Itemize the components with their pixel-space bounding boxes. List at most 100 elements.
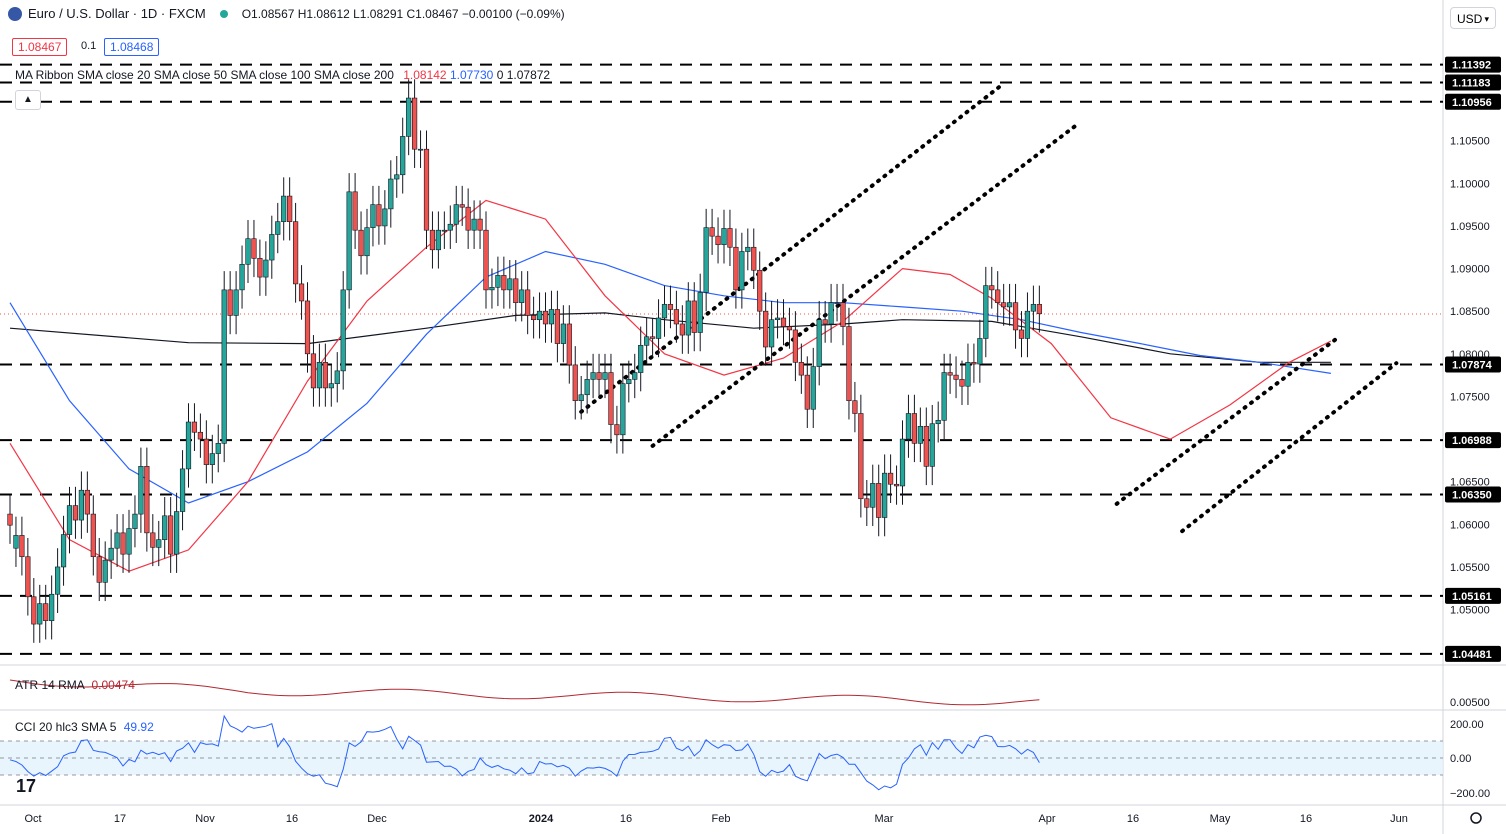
ma-ribbon-legend[interactable]: MA Ribbon SMA close 20 SMA close 50 SMA … <box>15 68 550 82</box>
candle-body <box>281 195 287 222</box>
symbol-title[interactable]: Euro / U.S. Dollar · 1D · FXCM <box>28 6 206 21</box>
candle-body <box>227 289 233 316</box>
candle-body <box>1006 302 1013 308</box>
level-price-label: 1.06350 <box>1452 489 1492 501</box>
candle-body <box>120 532 126 555</box>
candle-body <box>435 229 442 251</box>
candle-body <box>102 559 108 583</box>
candle-body <box>37 603 43 625</box>
time-tick-label: Feb <box>712 813 731 825</box>
tradingview-logo-icon: 17 <box>16 776 37 796</box>
candle-body <box>959 379 965 387</box>
candle-body <box>43 603 49 621</box>
level-price-label: 1.07874 <box>1452 360 1493 372</box>
candle-body <box>941 372 947 421</box>
candle-body <box>54 566 61 595</box>
time-tick-label: 16 <box>620 813 632 825</box>
candle-body <box>304 300 311 355</box>
price-tick-label: 1.09000 <box>1450 264 1490 276</box>
candle-body <box>614 424 620 436</box>
candle-body <box>441 229 447 232</box>
candle-body <box>905 413 912 440</box>
candle-body <box>334 370 340 384</box>
sma50-line <box>9 250 1331 504</box>
cci-tick-label: −200.00 <box>1450 788 1490 800</box>
chevron-up-icon: ▲ <box>23 94 33 105</box>
atr-value: 0.00474 <box>91 678 135 692</box>
candle-body <box>870 483 876 508</box>
candle-body <box>673 309 679 325</box>
time-tick-label: Mar <box>875 813 894 825</box>
candle-body <box>19 535 25 558</box>
cci-legend[interactable]: CCI 20 hlc3 SMA 5 49.92 <box>15 720 154 734</box>
candle-body <box>822 319 828 325</box>
level-price-badge <box>1445 486 1501 503</box>
candle-body <box>947 372 953 376</box>
candle-body <box>340 289 346 372</box>
sell-price[interactable]: 1.08467 <box>12 38 68 56</box>
cci-line <box>9 714 1040 791</box>
candle-body <box>239 263 245 291</box>
candle-body <box>292 221 299 285</box>
candle-body <box>661 304 668 319</box>
time-tick-label: Dec <box>367 813 387 825</box>
candle-body <box>780 317 787 327</box>
candle-body <box>370 204 376 228</box>
candle-body <box>1012 302 1019 331</box>
candle-body <box>774 317 781 321</box>
candle-body <box>578 394 584 402</box>
candle-body <box>1030 304 1036 312</box>
price-tick-label: 1.10500 <box>1450 136 1490 148</box>
candle-body <box>887 472 894 485</box>
buy-price[interactable]: 1.08468 <box>104 38 160 56</box>
time-tick-label: 16 <box>286 813 298 825</box>
candle-body <box>1018 329 1025 339</box>
candle-body <box>447 223 453 231</box>
candle-body <box>221 289 227 444</box>
level-price-label: 1.04481 <box>1452 649 1492 661</box>
price-tick-label: 1.07500 <box>1450 391 1490 403</box>
candle-body <box>911 413 917 444</box>
ma-ribbon-label: MA Ribbon SMA close 20 SMA close 50 SMA … <box>15 68 394 82</box>
currency-selector[interactable]: USD ▾ <box>1450 7 1496 29</box>
candle-body <box>459 204 465 208</box>
atr-line <box>9 679 1040 706</box>
settings-gear-icon[interactable] <box>1470 812 1482 824</box>
candle-body <box>13 535 19 549</box>
candle-body <box>132 513 138 529</box>
candle-body <box>310 353 317 389</box>
candle-body <box>465 206 471 231</box>
level-price-label: 1.10956 <box>1452 97 1492 109</box>
candle-body <box>144 466 150 534</box>
candle-body <box>215 443 221 454</box>
trendline-channel <box>1180 361 1399 534</box>
atr-legend[interactable]: ATR 14 RMA 0.00474 <box>15 678 135 692</box>
candle-body <box>49 593 55 621</box>
candle-body <box>1024 310 1031 339</box>
candle-body <box>554 309 560 344</box>
candle-body <box>977 338 983 365</box>
candle-body <box>840 302 846 327</box>
candle-body <box>411 97 418 150</box>
candle-body <box>953 374 959 380</box>
candle-body <box>406 97 412 137</box>
candle-body <box>655 317 662 339</box>
candle-body <box>733 246 739 291</box>
time-tick-label: Jun <box>1390 813 1408 825</box>
candle-body <box>209 453 215 465</box>
candle-body <box>150 532 156 548</box>
candle-body <box>7 513 13 526</box>
candle-body <box>394 174 400 180</box>
candle-body <box>233 289 239 316</box>
candle-body <box>899 438 906 487</box>
collapse-legend-button[interactable]: ▲ <box>15 90 41 110</box>
trendline-channel <box>650 124 1078 448</box>
candle-body <box>739 251 745 291</box>
candle-body <box>536 310 543 321</box>
candle-body <box>852 400 858 414</box>
currency-label: USD <box>1457 12 1483 26</box>
candle-body <box>114 532 120 549</box>
candle-body <box>608 372 614 425</box>
candle-body <box>828 302 834 325</box>
